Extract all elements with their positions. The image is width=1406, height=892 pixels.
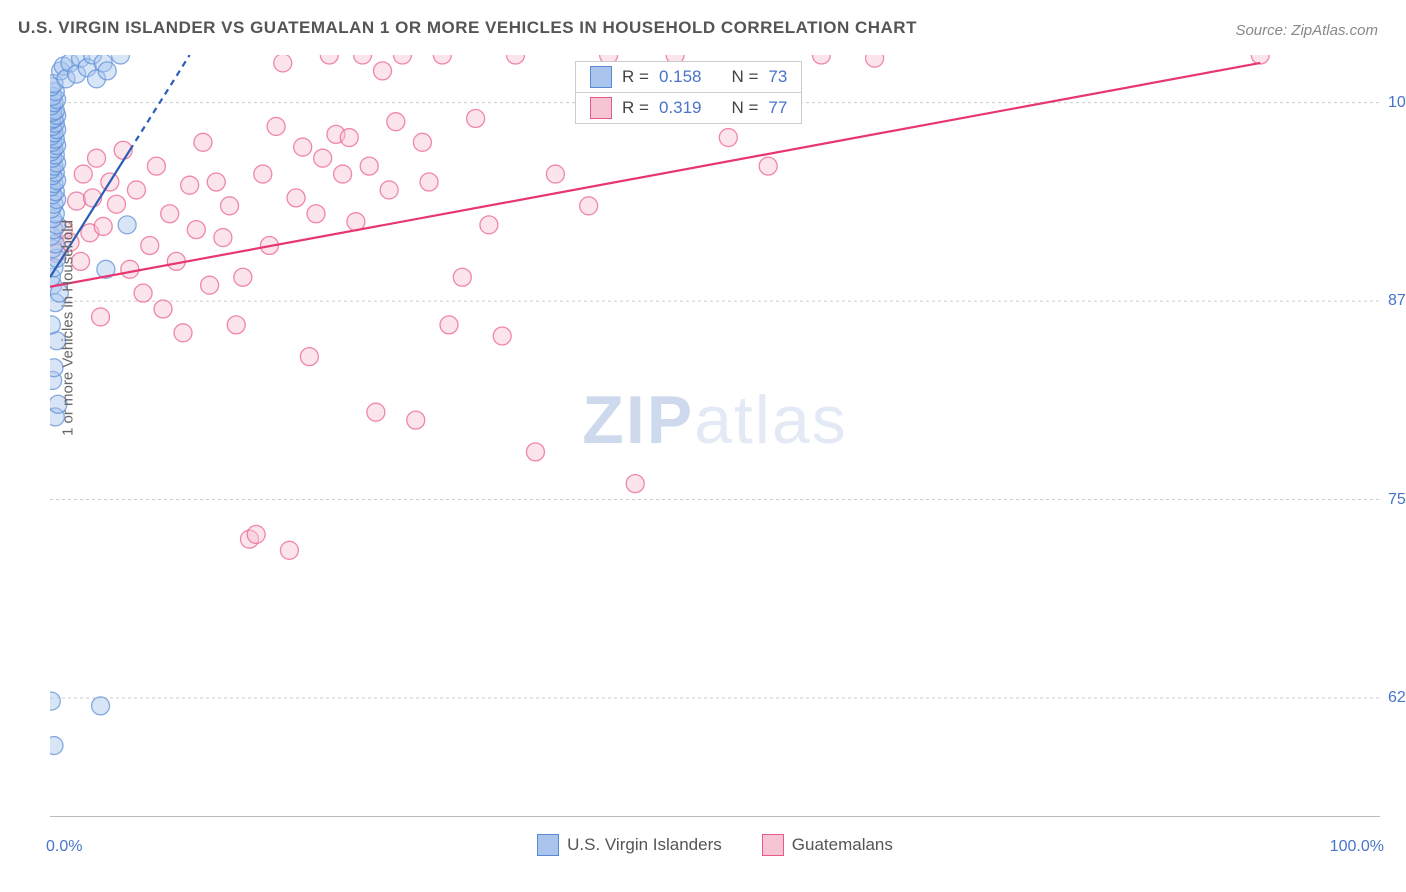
guatemalan-legend-swatch xyxy=(590,97,612,119)
x-tick-label: 0.0% xyxy=(46,838,82,856)
n-prefix: N = xyxy=(731,67,758,87)
guatemalan-swatch xyxy=(762,834,784,856)
n-prefix: N = xyxy=(731,98,758,118)
plot-area: 1 or more Vehicles in Household ZIPatlas… xyxy=(50,55,1380,817)
r-prefix: R = xyxy=(622,67,649,87)
guatemalan-r-value: 0.319 xyxy=(659,98,702,118)
corr-legend-row: R = 0.319 N = 77 xyxy=(576,92,801,123)
series-legend: U.S. Virgin Islanders Guatemalans xyxy=(50,834,1380,856)
source-label: Source: ZipAtlas.com xyxy=(1235,22,1378,39)
chart-title: U.S. VIRGIN ISLANDER VS GUATEMALAN 1 OR … xyxy=(18,18,917,38)
r-prefix: R = xyxy=(622,98,649,118)
x-tick-label: 100.0% xyxy=(1330,838,1384,856)
y-tick-label: 87.5% xyxy=(1388,292,1406,310)
usvi-label: U.S. Virgin Islanders xyxy=(567,835,722,855)
corr-legend-row: R = 0.158 N = 73 xyxy=(576,62,801,92)
y-axis-label: 1 or more Vehicles in Household xyxy=(60,220,77,436)
guatemalan-n-value: 77 xyxy=(768,98,787,118)
usvi-n-value: 73 xyxy=(768,67,787,87)
guatemalan-label: Guatemalans xyxy=(792,835,893,855)
usvi-legend-swatch xyxy=(590,66,612,88)
legend-item-usvi: U.S. Virgin Islanders xyxy=(537,834,722,856)
y-tick-label: 62.5% xyxy=(1388,689,1406,707)
y-tick-label: 75.0% xyxy=(1388,491,1406,509)
chart-svg xyxy=(50,55,1380,817)
legend-item-guatemalan: Guatemalans xyxy=(762,834,893,856)
usvi-r-value: 0.158 xyxy=(659,67,702,87)
y-tick-label: 100.0% xyxy=(1388,94,1406,112)
usvi-swatch xyxy=(537,834,559,856)
correlation-legend: R = 0.158 N = 73 R = 0.319 N = 77 xyxy=(575,61,802,124)
